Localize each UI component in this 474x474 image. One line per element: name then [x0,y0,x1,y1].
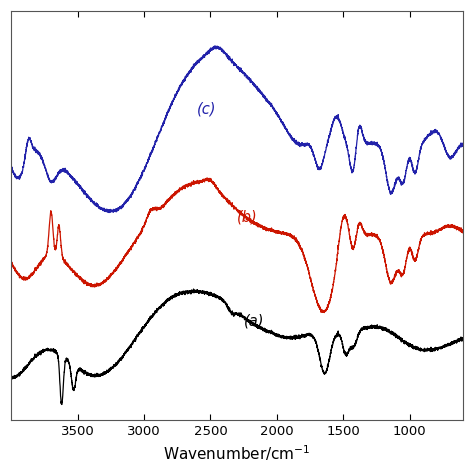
Text: (a): (a) [244,314,264,328]
Text: (b): (b) [237,210,258,225]
Text: (c): (c) [197,101,217,116]
X-axis label: Wavenumber/cm$^{-1}$: Wavenumber/cm$^{-1}$ [163,443,311,463]
